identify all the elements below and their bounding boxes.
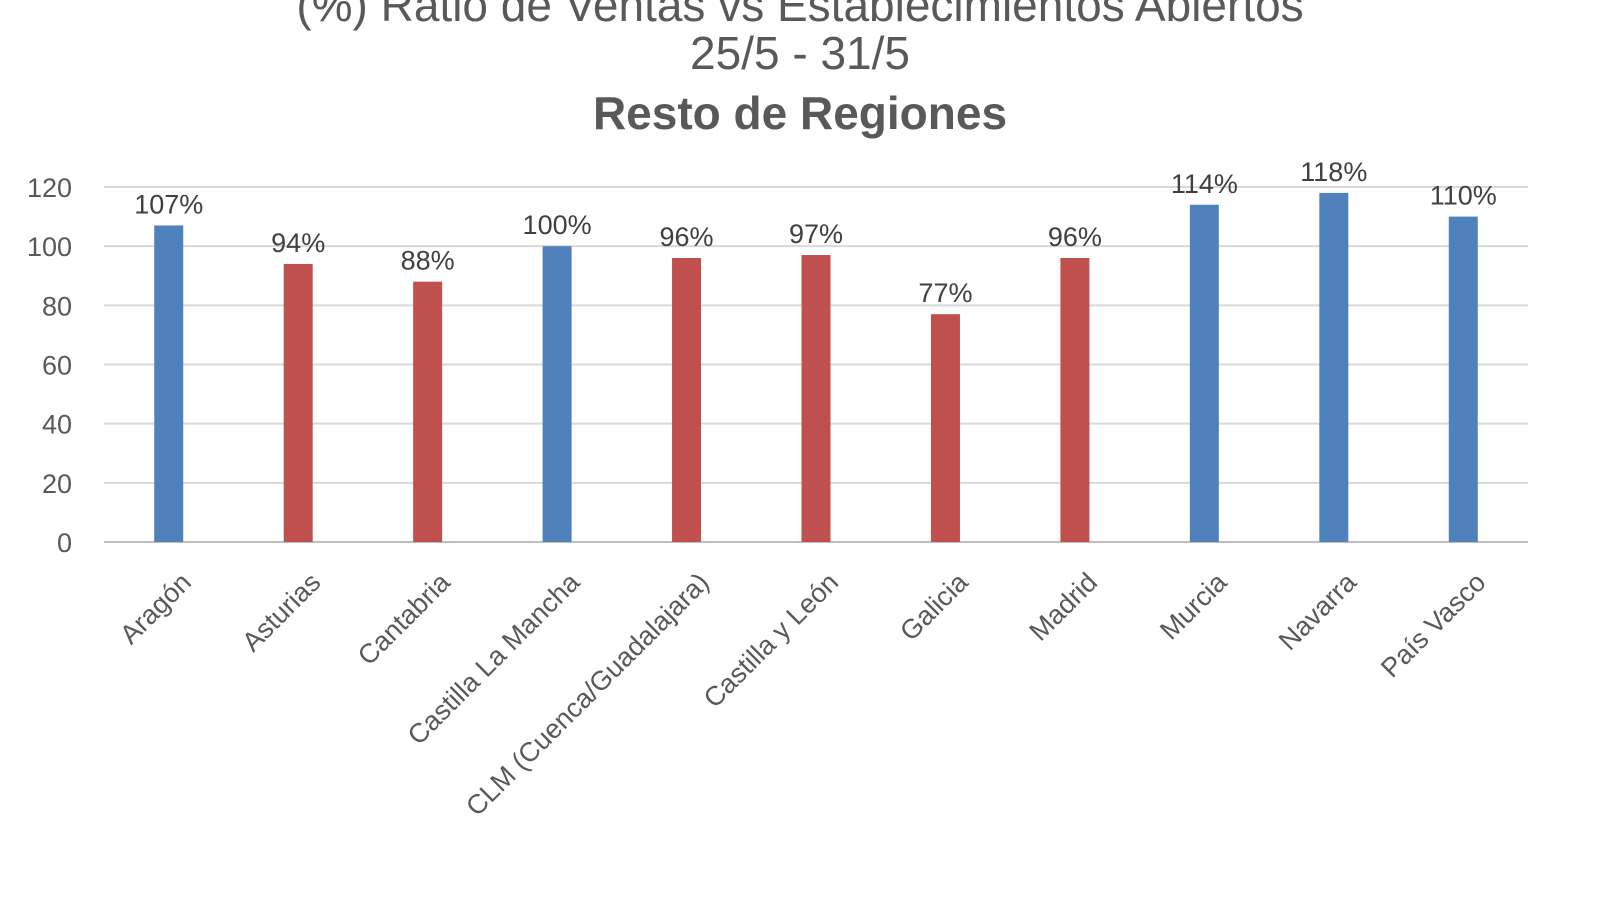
bar [413,281,443,542]
data-label: 97% [789,219,843,249]
y-tick-label: 100 [27,232,72,262]
x-category-label: Murcia [1154,566,1233,645]
chart-subtitle-dates: 25/5 - 31/5 [690,27,910,79]
y-tick-label: 20 [42,469,72,499]
x-category-label: Galicia [894,566,974,646]
x-category-label: Aragón [114,567,197,650]
bar [1060,258,1090,542]
x-category-label: Madrid [1024,567,1104,647]
x-category-label: Navarra [1273,566,1363,656]
bar [801,255,831,542]
bar [930,314,960,542]
chart-title: (%) Ratio de Ventas vs Establecimientos … [296,0,1304,31]
chart-subtitle-regions: Resto de Regiones [592,87,1008,139]
x-category-label: País Vasco [1375,567,1491,683]
x-category-label: Cantabria [352,566,457,671]
y-tick-label: 80 [42,291,72,321]
y-tick-label: 120 [27,173,72,203]
bar [1448,216,1478,543]
data-label: 118% [1300,157,1367,187]
bar [1189,204,1219,542]
data-label: 100% [523,210,592,240]
bar [542,246,572,542]
data-label: 77% [918,278,972,308]
bar [283,263,313,542]
data-label: 96% [660,222,714,252]
y-tick-label: 60 [42,351,72,381]
data-label: 110% [1430,181,1497,211]
bar [672,258,702,542]
data-label: 114% [1171,169,1238,199]
y-tick-label: 0 [57,528,72,558]
bar [154,225,184,543]
data-label: 107% [134,189,203,219]
data-label: 96% [1048,222,1102,252]
x-category-label: CLM (Cuenca/Guadalajara) [460,567,715,822]
bar [1319,192,1349,542]
data-label: 94% [271,228,325,258]
x-category-label: Castilla y León [698,567,844,713]
data-label: 88% [401,246,455,276]
y-tick-label: 40 [42,410,72,440]
x-category-label: Asturias [236,567,326,657]
